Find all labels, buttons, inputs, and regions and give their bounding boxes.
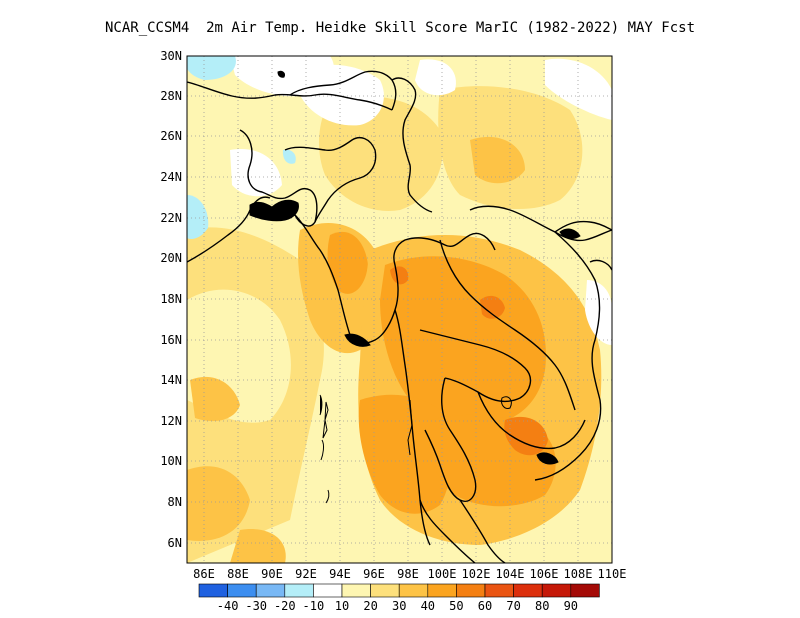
- lon-tick-label: 100E: [428, 567, 457, 581]
- lon-tick-label: 110E: [598, 567, 627, 581]
- colorbar-label: -10: [303, 599, 325, 613]
- grid-lines: [187, 56, 612, 563]
- lat-tick-label: 22N: [160, 211, 182, 225]
- colorbar-swatch: [341, 583, 371, 598]
- colorbar-label: 40: [421, 599, 435, 613]
- colorbar-swatch: [570, 583, 600, 598]
- lon-tick-label: 92E: [295, 567, 317, 581]
- lon-tick-label: 108E: [564, 567, 593, 581]
- colorbar-label: 10: [335, 599, 349, 613]
- lon-tick-label: 90E: [261, 567, 283, 581]
- lon-tick-label: 86E: [193, 567, 215, 581]
- colorbar-label: 60: [478, 599, 492, 613]
- tibet-china-border: [391, 77, 433, 213]
- lat-axis: 30N 28N 26N 24N 22N 20N 18N 16N 14N 12N …: [160, 49, 182, 550]
- colorbar-labels: -40 -30 -20 -10 10 20 30 40 50 60 70 80 90: [217, 599, 578, 613]
- colorbar-swatch: [427, 583, 457, 598]
- colorbar-swatch: [313, 583, 343, 598]
- skill-field: [187, 56, 612, 563]
- islands: [249, 70, 581, 504]
- map-title: NCAR_CCSM4 2m Air Temp. Heidke Skill Sco…: [104, 20, 695, 36]
- colorbar-label: 90: [564, 599, 578, 613]
- malay-peninsula: [419, 499, 476, 563]
- colorbar-label: 20: [363, 599, 377, 613]
- india-nepal-border: [187, 81, 393, 111]
- colorbar-swatch: [255, 583, 286, 598]
- colorbar-swatch: [398, 583, 429, 598]
- bhutan-border: [289, 70, 397, 111]
- lon-tick-label: 88E: [227, 567, 249, 581]
- lon-axis: 86E 88E 90E 92E 94E 96E 98E 100E 102E 10…: [193, 567, 626, 581]
- lon-tick-label: 104E: [496, 567, 525, 581]
- lat-tick-label: 6N: [168, 536, 182, 550]
- colorbar-swatch: [513, 583, 543, 598]
- myanmar-thailand-border: [393, 232, 496, 311]
- colorbar-label: -30: [245, 599, 267, 613]
- gulf-of-thailand: [424, 377, 477, 502]
- colorbar-swatch: [198, 583, 228, 598]
- laos-outline: [439, 239, 576, 411]
- coastlines-borders: [187, 70, 612, 563]
- lat-tick-label: 12N: [160, 414, 182, 428]
- colorbar-label: 50: [449, 599, 463, 613]
- lat-tick-label: 26N: [160, 129, 182, 143]
- colorbar-swatch: [370, 583, 400, 598]
- lat-tick-label: 14N: [160, 373, 182, 387]
- thailand-cambodia-border: [419, 329, 532, 402]
- colorbar-swatch: [227, 583, 257, 598]
- lat-tick-label: 28N: [160, 89, 182, 103]
- colorbar-swatch: [456, 583, 486, 598]
- colorbar-label: -20: [274, 599, 296, 613]
- lon-tick-label: 98E: [397, 567, 419, 581]
- colorbar: [198, 583, 600, 598]
- cambodia-outline: [477, 391, 586, 450]
- colorbar-swatch: [541, 583, 572, 598]
- colorbar-label: -40: [217, 599, 239, 613]
- lat-tick-label: 20N: [160, 251, 182, 265]
- lon-tick-label: 106E: [530, 567, 559, 581]
- malay-east: [459, 499, 506, 563]
- plot-frame: [186, 55, 613, 564]
- vietnam-coast: [534, 231, 602, 481]
- lat-tick-label: 24N: [160, 170, 182, 184]
- india-east-coast: [187, 196, 271, 263]
- lon-tick-label: 94E: [329, 567, 351, 581]
- colorbar-label: 30: [392, 599, 406, 613]
- colorbar-swatch: [484, 583, 514, 598]
- lat-tick-label: 10N: [160, 454, 182, 468]
- lon-tick-label: 96E: [363, 567, 385, 581]
- lat-tick-label: 8N: [168, 495, 182, 509]
- myanmar-coast: [294, 214, 431, 546]
- colorbar-label: 70: [506, 599, 520, 613]
- hainan-region: [589, 259, 612, 271]
- lat-tick-label: 18N: [160, 292, 182, 306]
- lat-tick-label: 16N: [160, 333, 182, 347]
- china-south-coast: [554, 220, 612, 233]
- colorbar-label: 80: [535, 599, 549, 613]
- colorbar-swatch: [284, 583, 314, 598]
- northeast-india: [284, 137, 377, 223]
- lon-tick-label: 102E: [462, 567, 491, 581]
- lat-tick-label: 30N: [160, 49, 182, 63]
